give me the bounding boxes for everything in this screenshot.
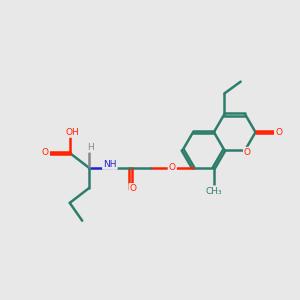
Text: OH: OH bbox=[65, 128, 79, 137]
Text: O: O bbox=[275, 128, 282, 137]
Text: O: O bbox=[130, 184, 136, 193]
Text: O: O bbox=[244, 148, 251, 157]
Text: NH: NH bbox=[103, 160, 117, 169]
Text: O: O bbox=[169, 163, 176, 172]
Text: CH₃: CH₃ bbox=[206, 187, 222, 196]
Text: O: O bbox=[42, 148, 49, 158]
Text: H: H bbox=[87, 142, 94, 152]
